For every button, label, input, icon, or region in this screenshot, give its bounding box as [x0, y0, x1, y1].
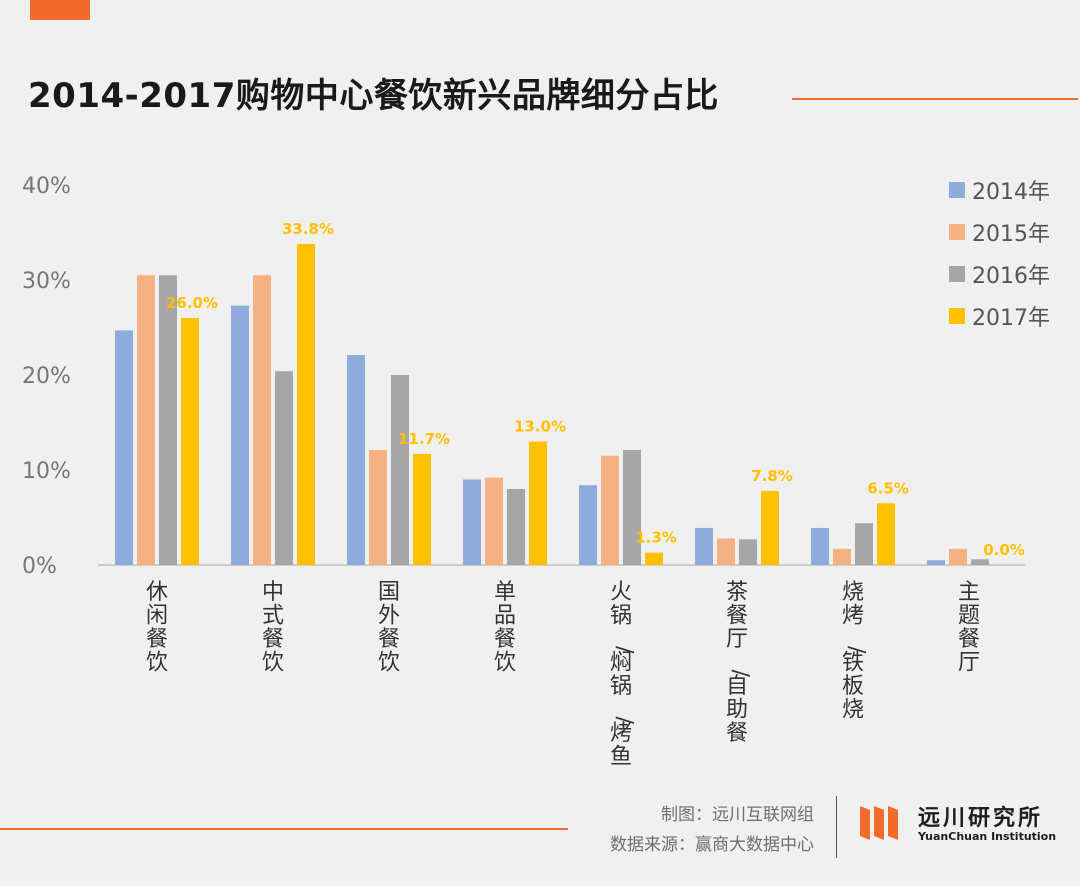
- legend-label-4: 2017年: [972, 306, 1050, 331]
- data-label: 1.3%: [635, 529, 677, 547]
- bar-2-2: [253, 275, 271, 565]
- category-label: 烧烤/铁板烧: [842, 580, 868, 723]
- legend-label-2: 2015年: [972, 222, 1050, 247]
- bar-2-1: [137, 275, 155, 565]
- bar-1-6: [695, 527, 713, 565]
- data-label: 13.0%: [514, 418, 566, 436]
- bar-1-7: [811, 527, 829, 565]
- page-title: 2014-2017购物中心餐饮新兴品牌细分占比: [28, 76, 719, 116]
- logo-english-name: YuanChuan Institution: [918, 830, 1057, 843]
- bar-2-3: [369, 450, 387, 565]
- bar-4-1: [181, 318, 199, 565]
- bar-3-2: [275, 371, 293, 565]
- y-tick-label: 10%: [22, 459, 71, 484]
- legend-swatch-2: [949, 224, 965, 240]
- category-label: 休闲餐饮: [146, 580, 168, 676]
- category-label: 主题餐厅: [958, 580, 980, 676]
- data-label: 33.8%: [282, 220, 334, 238]
- bar-3-6: [739, 539, 757, 565]
- category-label: 茶餐厅/自助餐: [726, 580, 752, 746]
- legend-swatch-4: [949, 308, 965, 324]
- legend-label-3: 2016年: [972, 264, 1050, 289]
- bar-3-7: [855, 523, 873, 565]
- bar-3-8: [971, 559, 989, 565]
- bar-4-5: [645, 552, 663, 565]
- bar-3-4: [507, 489, 525, 565]
- bar-chart: 0% 10% 20% 30% 40% 26.0% 33.8% 11.7% 13.0% 1.3% 7.…: [22, 174, 1050, 770]
- data-label: 11.7%: [398, 430, 450, 448]
- footer-vertical-divider: [836, 796, 837, 858]
- logo-icon: [860, 806, 898, 840]
- bar-1-2: [231, 305, 249, 565]
- bar-1-8: [927, 560, 945, 565]
- data-label: 26.0%: [166, 294, 218, 312]
- data-label: 0.0%: [983, 541, 1025, 559]
- legend-swatch-3: [949, 266, 965, 282]
- logo-name: 远川研究所: [918, 806, 1044, 831]
- category-label: 国外餐饮: [378, 580, 400, 676]
- category-label: 单品餐饮: [494, 580, 516, 676]
- bar-2-5: [601, 455, 619, 565]
- category-label: 中式餐饮: [262, 580, 284, 676]
- bar-4-2: [297, 243, 315, 565]
- bar-3-1: [159, 275, 177, 565]
- category-label: 火锅/焖锅/烤鱼: [610, 580, 636, 770]
- data-label: 7.8%: [751, 467, 793, 485]
- title-divider-line: [792, 98, 1078, 100]
- bar-2-6: [717, 538, 735, 565]
- bar-3-3: [391, 375, 409, 565]
- bar-4-7: [877, 503, 895, 565]
- bar-1-5: [579, 485, 597, 565]
- bar-4-4: [529, 441, 547, 565]
- bar-4-3: [413, 453, 431, 565]
- legend-label-1: 2014年: [972, 180, 1050, 205]
- credit-author: 制图：远川互联网组: [661, 805, 814, 825]
- bar-4-6: [761, 490, 779, 565]
- y-tick-label: 20%: [22, 364, 71, 389]
- bar-2-7: [833, 548, 851, 565]
- footer-divider-line: [0, 828, 568, 830]
- top-accent-block: [30, 0, 90, 20]
- legend-swatch-1: [949, 182, 965, 198]
- bar-3-5: [623, 450, 641, 565]
- y-tick-label: 30%: [22, 269, 71, 294]
- bar-2-8: [949, 548, 967, 565]
- credit-source: 数据来源：赢商大数据中心: [610, 835, 814, 855]
- y-tick-label: 40%: [22, 174, 71, 199]
- bar-1-3: [347, 355, 365, 565]
- bar-1-4: [463, 479, 481, 565]
- bar-2-4: [485, 477, 503, 565]
- bar-1-1: [115, 330, 133, 565]
- data-label: 6.5%: [867, 479, 909, 497]
- y-tick-label: 0%: [22, 554, 57, 579]
